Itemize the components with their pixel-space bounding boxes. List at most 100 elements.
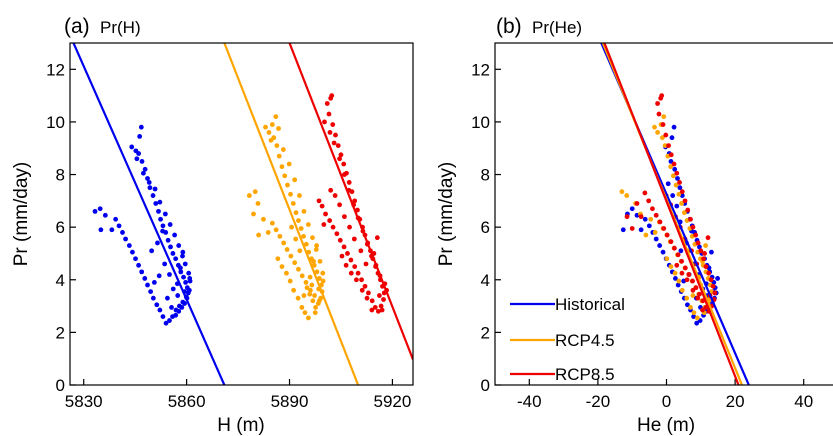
panel-b-point-historical: [691, 314, 696, 319]
panel-b-point-historical: [677, 185, 683, 191]
panel-b-point-rcp45: [661, 114, 667, 120]
panel-a-point-rcp85: [341, 244, 347, 250]
panel-a-point-historical: [133, 256, 138, 262]
panel-b-ytick-label: 4: [481, 271, 490, 290]
panel-b-point-rcp85: [668, 152, 674, 158]
panel-a-point-rcp45: [305, 222, 311, 227]
panel-a-point-rcp45: [269, 122, 275, 127]
panel-a-point-historical: [173, 256, 179, 262]
panel-a-point-rcp85: [337, 237, 343, 243]
panel-b-point-historical: [646, 223, 652, 229]
panel-b-point-rcp45: [619, 189, 625, 195]
panel-b-point-rcp45: [690, 293, 696, 298]
legend-label-rcp85: RCP8.5: [555, 365, 615, 384]
panel-b-ytick-label: 2: [481, 323, 490, 342]
panel-a-point-rcp45: [306, 249, 312, 255]
panel-a-point-rcp45: [246, 193, 252, 198]
panel-a-point-rcp45: [299, 304, 305, 310]
panel-a-point-rcp85: [337, 156, 342, 162]
panel-a-point-rcp45: [269, 220, 275, 226]
panel-a-point-rcp45: [273, 227, 279, 233]
panel-a-point-historical: [167, 318, 172, 323]
panel-b-point-rcp45: [662, 143, 668, 149]
panel-a-point-rcp85: [322, 119, 327, 125]
panel-b-point-rcp85: [705, 235, 711, 241]
panel-a-point-rcp85: [323, 211, 328, 217]
panel-a-point-rcp85: [346, 180, 352, 185]
panel-a-point-rcp45: [286, 161, 292, 167]
panel-a-point-historical: [150, 295, 156, 301]
panel-a-point-historical: [130, 249, 135, 255]
panel-b-tag: (b): [496, 15, 522, 38]
panel-b-xlabel: He (m): [637, 415, 695, 436]
panel-b-point-historical: [642, 216, 648, 222]
panel-a-point-historical: [153, 201, 159, 206]
panel-b-point-rcp85: [657, 219, 663, 225]
legend: Historical RCP4.5 RCP8.5: [510, 295, 625, 384]
panel-a-ytick-label: 10: [46, 113, 65, 132]
panel-a-point-rcp85: [341, 161, 347, 167]
panel-a-point-rcp45: [310, 298, 316, 304]
panel-b-point-rcp45: [703, 243, 709, 248]
panel-a-point-rcp45: [297, 248, 303, 254]
panel-a-point-rcp85: [379, 307, 385, 313]
panel-a-point-rcp45: [284, 247, 290, 252]
panel-a-fit-line-rcp85: [288, 43, 413, 360]
panel-a-point-rcp85: [339, 253, 345, 259]
panel-b-point-rcp45: [643, 232, 649, 238]
panel-a-point-historical: [160, 228, 166, 234]
panel-a-point-rcp85: [327, 130, 333, 135]
panel-a-fit-lines: [72, 43, 413, 385]
panel-a-point-rcp45: [261, 216, 266, 222]
panel-a-point-rcp45: [279, 264, 285, 270]
panel-a-point-rcp45: [284, 270, 289, 276]
panel-a-point-rcp85: [362, 232, 368, 238]
panel-a-point-rcp85: [364, 241, 370, 247]
legend-label-historical: Historical: [555, 295, 625, 314]
panel-b-point-rcp85: [702, 251, 707, 256]
panel-a-point-rcp85: [352, 198, 358, 204]
panel-a-point-rcp45: [314, 269, 320, 275]
panel-a-point-rcp45: [303, 241, 309, 247]
panel-a-point-historical: [178, 269, 184, 275]
panel-b-point-rcp85: [664, 232, 670, 238]
panel-b-point-rcp45: [672, 270, 678, 276]
panel-a-point-rcp45: [307, 291, 313, 297]
panel-b-point-rcp85: [688, 216, 693, 222]
panel-a-point-rcp45: [288, 191, 293, 197]
panel-b-point-rcp45: [624, 193, 630, 198]
panel-a-point-rcp85: [354, 277, 359, 283]
panel-b-point-rcp85: [661, 226, 667, 231]
panel-b-ytick-label: 6: [481, 218, 490, 237]
panel-a-point-historical: [167, 222, 173, 227]
panel-a-point-rcp45: [320, 278, 326, 284]
panel-a-point-historical: [156, 273, 162, 279]
panel-a-point-rcp45: [311, 258, 316, 264]
panel-a-point-rcp85: [359, 277, 364, 283]
panel-b-point-rcp85: [674, 262, 680, 268]
panel-a-point-rcp85: [333, 132, 338, 138]
panel-b-point-historical: [675, 282, 681, 288]
panel-a-point-rcp85: [334, 231, 340, 237]
panel-b-point-rcp85: [671, 245, 677, 251]
panel-b-point-rcp85: [695, 295, 701, 301]
panel-b-point-rcp85: [671, 161, 677, 167]
panel-b-point-rcp45: [659, 135, 665, 141]
panel-a-point-rcp45: [301, 233, 306, 239]
panel-a-fit-line-historical: [72, 43, 226, 385]
panel-b-point-historical: [673, 276, 678, 281]
panel-a-ytick-label: 0: [56, 376, 65, 395]
panel-a-point-historical: [170, 251, 176, 256]
panel-b-point-rcp85: [690, 287, 696, 293]
panel-a-point-rcp45: [299, 273, 305, 279]
panel-a-point-rcp45: [296, 218, 301, 223]
panel-b-point-rcp85: [668, 239, 674, 245]
panel-b-point-rcp85: [679, 189, 685, 195]
panel-a-point-rcp45: [285, 182, 290, 188]
panel-a-point-rcp85: [332, 193, 338, 198]
panel-a-point-rcp45: [319, 282, 324, 288]
panel-a-point-rcp85: [326, 111, 332, 117]
panel-b-ticks: [495, 68, 805, 386]
panel-a-point-rcp85: [331, 140, 337, 146]
panel-b-point-historical: [638, 227, 644, 233]
